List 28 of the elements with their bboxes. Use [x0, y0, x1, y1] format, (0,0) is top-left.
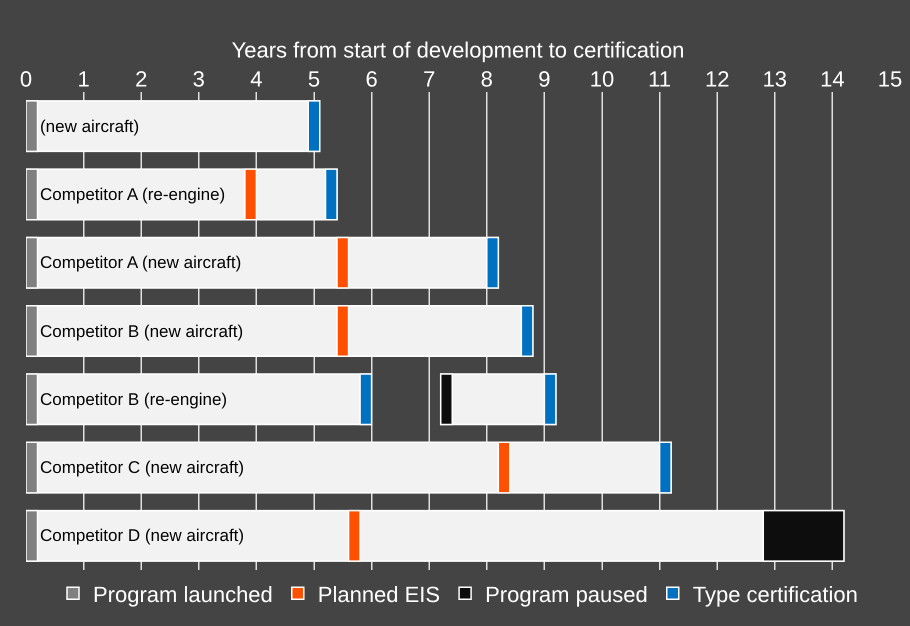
x-tick-label: 6 — [365, 66, 378, 92]
x-tick-label: 1 — [77, 66, 90, 92]
x-tick-label: 10 — [590, 66, 614, 92]
y-tick-label: Competitor A (re-engine) — [40, 185, 226, 204]
x-tick-label: 0 — [20, 66, 32, 92]
y-tick-label: Competitor B (re-engine) — [40, 390, 228, 409]
x-tick-label: 11 — [648, 66, 672, 92]
legend-label: Planned EIS — [318, 582, 440, 607]
y-tick-label: Competitor C (new aircraft) — [40, 458, 244, 477]
y-tick-label: Competitor B (new aircraft) — [40, 322, 244, 341]
x-tick-label: 8 — [480, 66, 493, 92]
x-tick-label: 14 — [820, 66, 845, 92]
legend-label: Program launched — [93, 582, 273, 607]
x-tick-label: 15 — [878, 66, 902, 92]
legend-label: Type certification — [692, 582, 858, 607]
x-tick-label: 5 — [308, 66, 320, 92]
x-tick-label: 3 — [192, 66, 205, 92]
x-axis-title: Years from start of development to certification — [232, 37, 684, 62]
x-tick-label: 9 — [538, 66, 551, 92]
y-tick-label: Competitor A (new aircraft) — [40, 253, 242, 272]
x-tick-label: 7 — [423, 66, 436, 92]
x-tick-label: 13 — [762, 66, 788, 92]
x-tick-label: 4 — [250, 66, 263, 92]
legend-label: Program paused — [485, 582, 648, 607]
x-tick-label: 2 — [135, 66, 148, 92]
x-tick-label: 12 — [704, 66, 730, 92]
y-tick-label: (new aircraft) — [40, 117, 140, 136]
y-tick-label: Competitor D (new aircraft) — [40, 526, 244, 545]
